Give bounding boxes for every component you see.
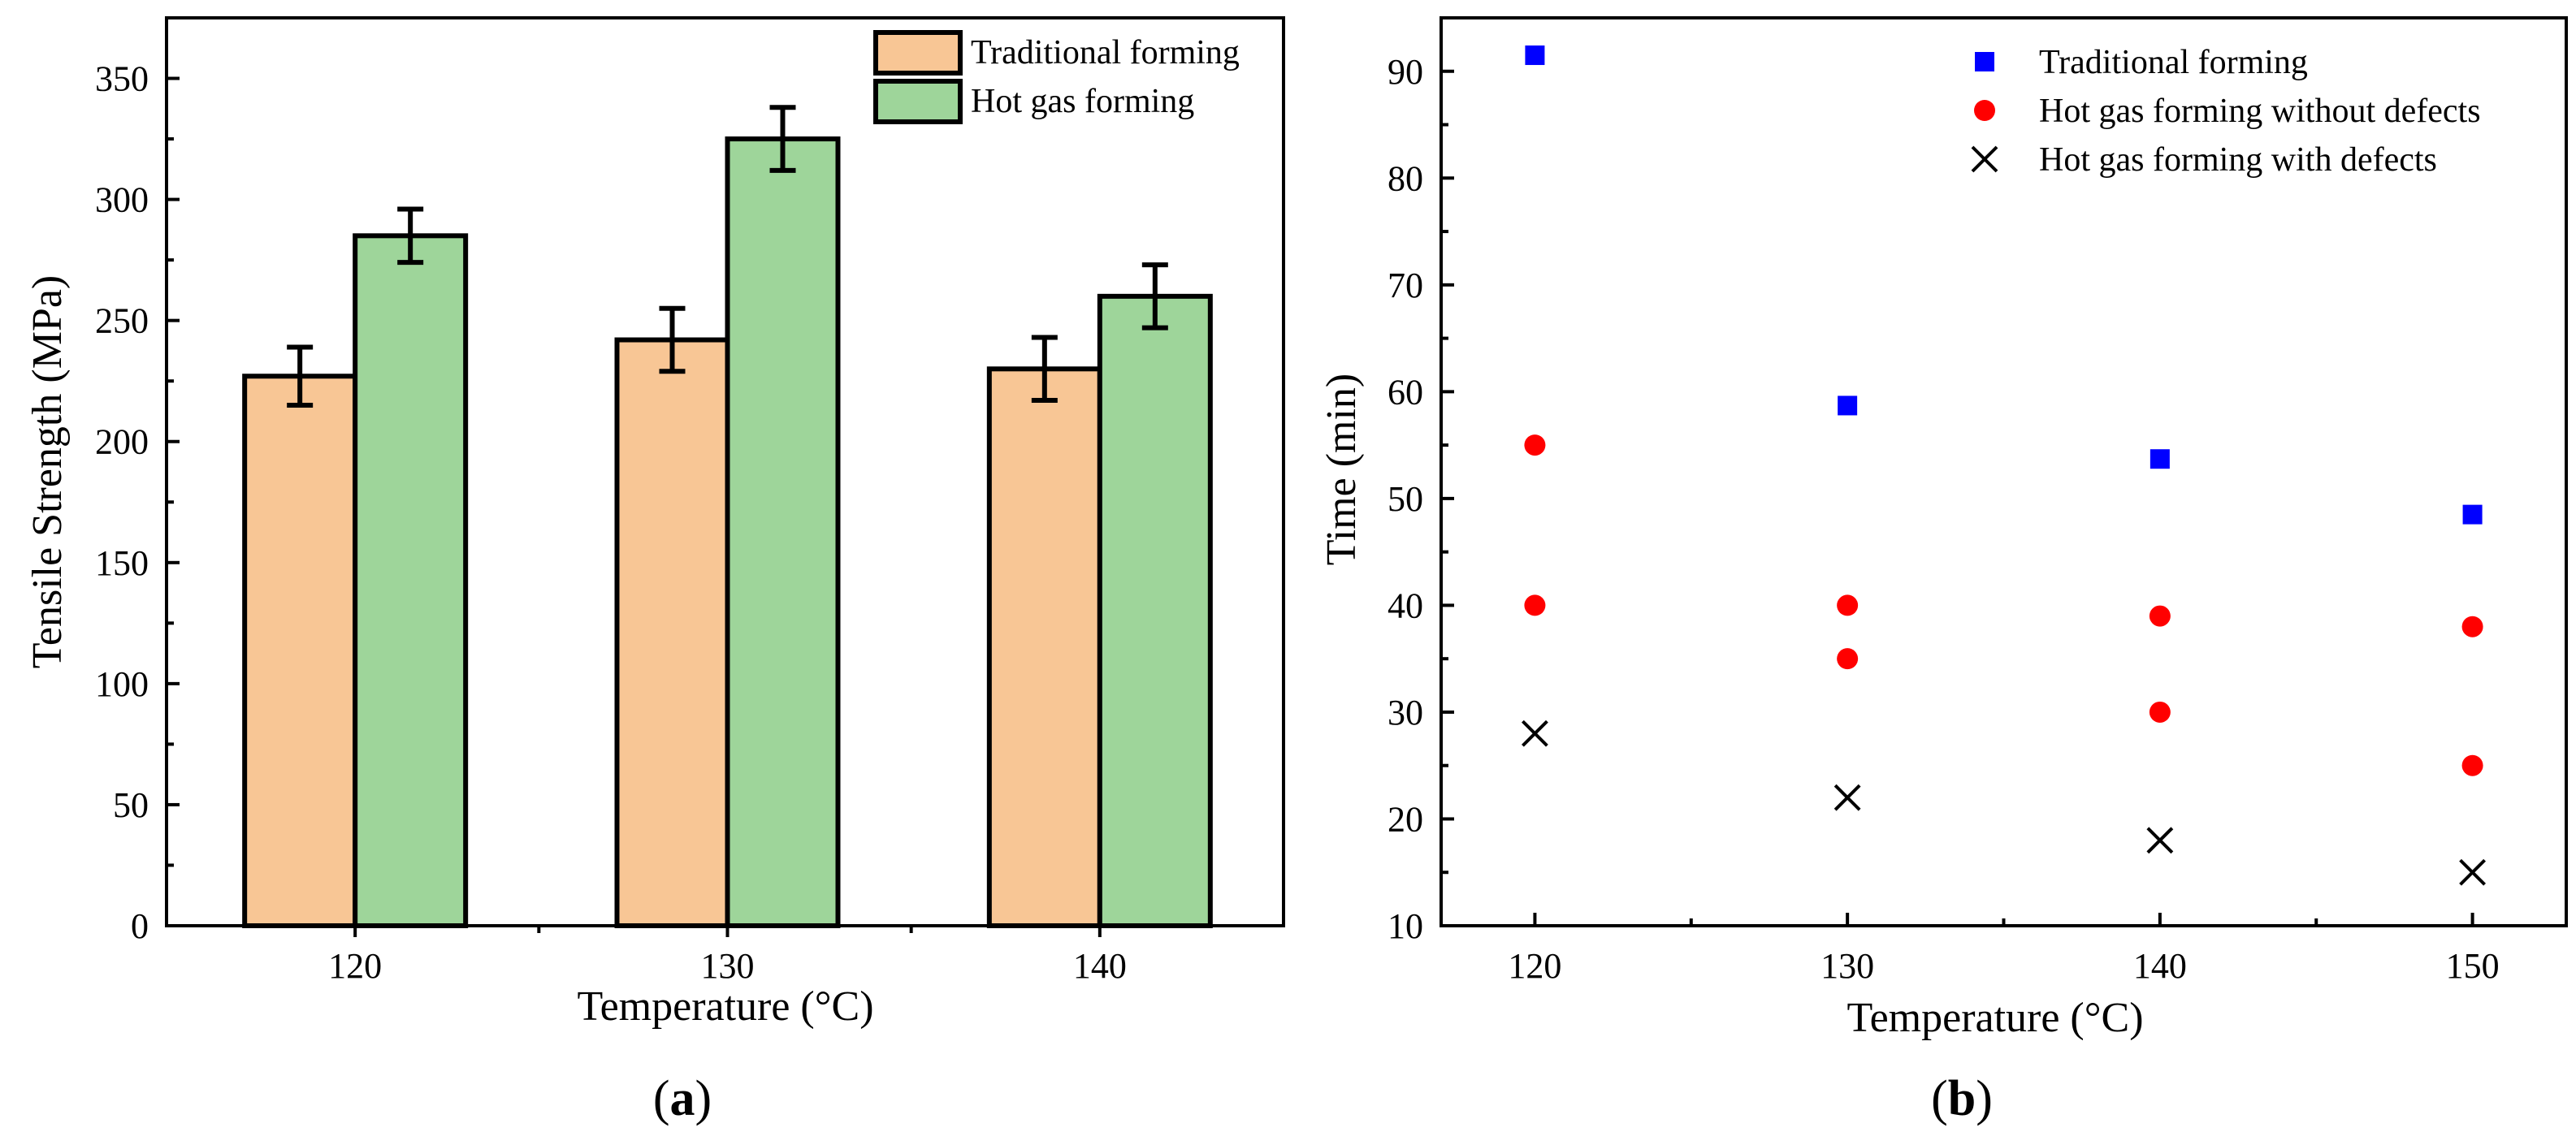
chart-b-point-hot-gas-defect [2459,858,2486,886]
chart-b-x-tick-label: 150 [2446,946,2500,986]
chart-b-point-hot-gas-no-defect [2149,605,2171,627]
chart-a-bar [986,366,1102,928]
chart-a-y-tick-label: 300 [95,180,149,220]
chart-b-legend-marker [1975,52,1994,71]
chart-b-x-tick-label: 120 [1508,946,1561,986]
chart-b-y-axis: 10 20 30 40 50 60 70 80 90 [1388,52,1454,946]
chart-a-y-tick-label: 350 [95,59,149,99]
chart-a-bar [725,136,841,929]
chart-a-y-tick-label: 0 [131,906,149,946]
chart-b-point-hot-gas-no-defect [1837,594,1859,616]
chart-a-x-tick-label: 130 [701,946,755,986]
chart-a-plot-frame [165,16,1285,927]
chart-a-legend: Traditional forming Hot gas forming [873,30,1240,124]
chart-b-legend-marker [1974,100,1995,121]
chart-a-y-tick-label: 50 [113,785,149,825]
chart-b-time: 10 20 30 40 50 60 70 80 90 120 130 140 150 Temperat… [1318,16,2568,1126]
chart-a-bars [242,136,1213,929]
chart-a-y-tick-label: 150 [95,543,149,583]
chart-b-y-tick-label: 40 [1388,585,1423,625]
chart-a-error-bars [287,105,1168,408]
chart-b-point-hot-gas-defect-stroke [2459,858,2486,886]
chart-b-y-tick-label: 70 [1388,266,1423,305]
chart-a-x-tick-label: 140 [1073,946,1127,986]
chart-b-y-tick-label: 90 [1388,52,1423,92]
chart-a-y-tick-label: 200 [95,422,149,462]
chart-b-point-hot-gas-no-defect [2461,754,2483,776]
chart-b-points [1522,45,2486,886]
chart-b-point-traditional [2150,449,2170,469]
chart-b-panel-label: (b) [1931,1071,1993,1126]
chart-b-point-hot-gas-defect [1834,784,1861,811]
chart-b-y-tick-label: 10 [1388,906,1423,946]
chart-a-bar [1097,293,1213,928]
chart-b-legend-label: Traditional forming [2039,44,2308,81]
chart-b-point-traditional [1838,395,1858,416]
chart-b-point-traditional [2462,504,2483,525]
chart-b-legend-label: Hot gas forming with defects [2039,141,2437,179]
chart-b-x-axis: 120 130 140 150 [1508,913,2500,986]
chart-b-point-hot-gas-defect-stroke [1834,784,1861,811]
chart-b-legend-marker-stroke [1971,145,1998,173]
chart-b-x-tick-label: 130 [1821,946,1874,986]
chart-b-x-axis-title: Temperature (°C) [1846,995,2143,1041]
chart-a-tensile-strength: 0 50 100 150 200 250 300 350 120 130 140 Temperat… [24,16,1285,1126]
chart-b-point-hot-gas-no-defect [1524,594,1546,616]
chart-a-bar [353,233,469,928]
chart-b-point-hot-gas-defect [2146,827,2174,854]
chart-b-point-hot-gas-no-defect [2149,701,2171,723]
chart-b-legend-label: Hot gas forming without defects [2039,93,2481,130]
chart-b-y-tick-label: 80 [1388,158,1423,198]
chart-b-point-hot-gas-no-defect [2461,616,2483,637]
chart-b-point-hot-gas-defect-stroke [1522,719,1548,747]
chart-b-y-tick-label: 20 [1388,799,1423,839]
chart-b-x-tick-label: 140 [2133,946,2187,986]
chart-a-y-tick-label: 100 [95,664,149,704]
chart-b-legend: Traditional forming Hot gas forming witho… [1971,44,2481,179]
chart-b-y-tick-label: 60 [1388,372,1423,412]
chart-b-point-hot-gas-no-defect [1524,434,1546,456]
chart-a-bar [614,337,730,928]
chart-b-point-hot-gas-defect-stroke [2146,827,2174,854]
chart-a-y-tick-label: 250 [95,301,149,341]
chart-a-legend-swatch [873,30,963,76]
chart-b-point-traditional [1525,45,1545,66]
chart-a-legend-swatch [873,79,963,124]
chart-a-y-axis: 0 50 100 150 200 250 300 350 [95,59,180,946]
chart-a-legend-label: Hot gas forming [971,83,1194,120]
chart-b-point-hot-gas-defect [1522,719,1548,747]
chart-b-y-tick-label: 50 [1388,479,1423,519]
chart-a-x-axis: 120 130 140 [328,926,1127,986]
chart-a-legend-label: Traditional forming [971,34,1240,71]
chart-b-y-axis-title: Time (min) [1318,374,1365,565]
chart-b-point-hot-gas-no-defect [1837,648,1859,670]
chart-a-panel-label: (a) [653,1071,712,1126]
chart-b-legend-marker [1971,145,1998,173]
chart-a-y-axis-title: Tensile Strength (MPa) [24,275,71,669]
chart-a-bar [242,374,358,929]
chart-b-y-tick-label: 30 [1388,693,1423,732]
chart-a-x-axis-title: Temperature (°C) [577,983,873,1030]
chart-a-x-tick-label: 120 [328,946,382,986]
